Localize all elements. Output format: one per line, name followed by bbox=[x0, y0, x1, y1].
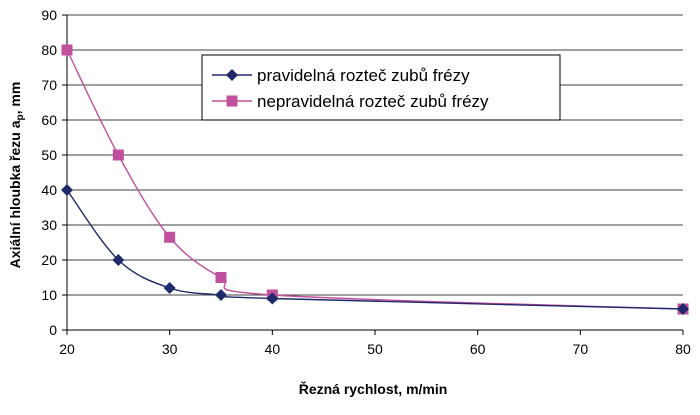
data-point bbox=[163, 282, 176, 294]
legend-label: nepravidelná rozteč zubů frézy bbox=[257, 92, 489, 111]
data-point bbox=[164, 231, 176, 243]
x-tick-label: 40 bbox=[265, 341, 281, 357]
data-point bbox=[215, 272, 227, 283]
legend-marker bbox=[226, 69, 238, 81]
data-point bbox=[266, 292, 279, 305]
y-tick-label: 80 bbox=[41, 42, 57, 58]
y-tick-label: 20 bbox=[41, 252, 57, 268]
legend: pravidelná rozteč zubů frézy nepravidelná… bbox=[201, 54, 561, 121]
y-axis-title: Axiální hloubka řezu ap, mm bbox=[7, 82, 26, 269]
legend-item: pravidelná rozteč zubů frézy bbox=[212, 66, 470, 85]
series-pravidelna bbox=[61, 184, 689, 315]
y-tick-label: 10 bbox=[41, 287, 57, 303]
data-point bbox=[677, 303, 689, 315]
data-point bbox=[61, 44, 73, 56]
y-tick-label: 0 bbox=[49, 322, 57, 338]
x-tick-labels: 20 30 40 50 60 70 80 bbox=[59, 341, 691, 357]
axes bbox=[66, 15, 683, 331]
x-axis-title: Řezná rychlost, m/min bbox=[299, 380, 448, 397]
y-tick-label: 70 bbox=[41, 77, 57, 93]
x-tick-label: 60 bbox=[470, 341, 486, 357]
data-point bbox=[215, 289, 227, 301]
data-point bbox=[61, 184, 73, 196]
y-axis-title-main: Axiální hloubka řezu a bbox=[7, 120, 23, 268]
series-line bbox=[66, 189, 684, 310]
legend-marker bbox=[226, 95, 238, 107]
legend-box bbox=[201, 54, 561, 121]
y-tick-label: 30 bbox=[41, 217, 57, 233]
y-tick-label: 40 bbox=[41, 182, 57, 198]
x-tick-label: 70 bbox=[573, 341, 589, 357]
x-tick-label: 30 bbox=[162, 341, 178, 357]
y-tick-label: 90 bbox=[41, 7, 57, 23]
data-point bbox=[112, 254, 125, 266]
series bbox=[61, 44, 689, 315]
legend-label: pravidelná rozteč zubů frézy bbox=[257, 66, 470, 85]
y-tick-labels: 0 10 20 30 40 50 60 70 80 90 bbox=[41, 7, 57, 338]
x-tick-label: 20 bbox=[59, 341, 75, 357]
y-tick-label: 60 bbox=[41, 112, 57, 128]
y-tick-label: 50 bbox=[41, 147, 57, 163]
data-point bbox=[112, 149, 124, 161]
legend-item: nepravidelná rozteč zubů frézy bbox=[212, 92, 489, 111]
x-tick-label: 80 bbox=[675, 341, 691, 357]
x-tick-label: 50 bbox=[367, 341, 383, 357]
y-axis-title-subscript: p bbox=[15, 114, 26, 120]
y-axis-title-unit: , mm bbox=[7, 82, 23, 115]
